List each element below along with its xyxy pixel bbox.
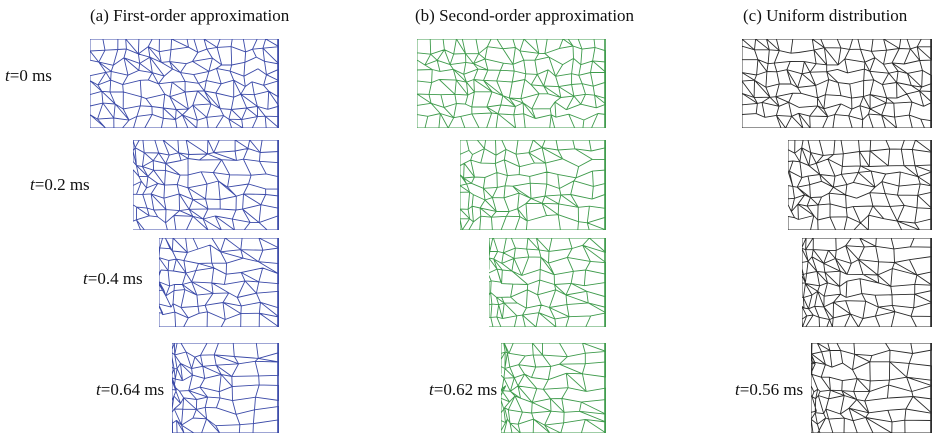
mesh-lines	[501, 343, 606, 433]
time-label-0-62: t=0.62 ms	[429, 380, 498, 399]
mesh-graphic	[90, 39, 279, 128]
column-title-c: (c) Uniform distribution	[743, 6, 908, 25]
mesh-lines	[159, 238, 279, 327]
mesh-graphic	[742, 39, 932, 128]
time-label-0-2: t=0.2 ms	[30, 175, 90, 194]
mesh-graphic	[417, 39, 606, 128]
mesh-graphic	[159, 238, 279, 327]
mesh-lines	[460, 140, 606, 230]
mesh-panel-b-4	[501, 343, 606, 433]
time-label-0-4: t=0.4 ms	[83, 269, 143, 288]
mesh-lines	[489, 238, 606, 327]
mesh-lines	[417, 39, 606, 128]
mesh-lines	[811, 343, 932, 433]
column-title-a: (a) First-order approximation	[90, 6, 290, 25]
mesh-graphic	[460, 140, 606, 230]
mesh-panel-a-3	[159, 238, 279, 327]
mesh-graphic	[788, 140, 932, 230]
mesh-graphic	[501, 343, 606, 433]
mesh-panel-a-1	[90, 39, 279, 128]
mesh-panel-b-3	[489, 238, 606, 327]
mesh-panel-c-1	[742, 39, 932, 128]
time-label-0-56: t=0.56 ms	[735, 380, 804, 399]
mesh-panel-c-4	[811, 343, 932, 433]
mesh-panel-c-2	[788, 140, 932, 230]
mesh-panel-a-4	[172, 343, 279, 433]
mesh-graphic	[802, 238, 932, 327]
mesh-graphic	[489, 238, 606, 327]
mesh-lines	[90, 39, 279, 128]
mesh-lines	[802, 238, 932, 327]
mesh-graphic	[811, 343, 932, 433]
mesh-lines	[133, 140, 279, 230]
mesh-panel-b-1	[417, 39, 606, 128]
column-title-b: (b) Second-order approximation	[415, 6, 635, 25]
mesh-graphic	[172, 343, 279, 433]
mesh-panel-c-3	[802, 238, 932, 327]
mesh-panel-b-2	[460, 140, 606, 230]
mesh-panel-a-2	[133, 140, 279, 230]
time-label-0-64: t=0.64 ms	[96, 380, 165, 399]
mesh-lines	[788, 140, 932, 230]
mesh-lines	[742, 39, 932, 128]
time-label-0: t=0 ms	[5, 66, 52, 85]
mesh-graphic	[133, 140, 279, 230]
mesh-lines	[172, 343, 279, 433]
